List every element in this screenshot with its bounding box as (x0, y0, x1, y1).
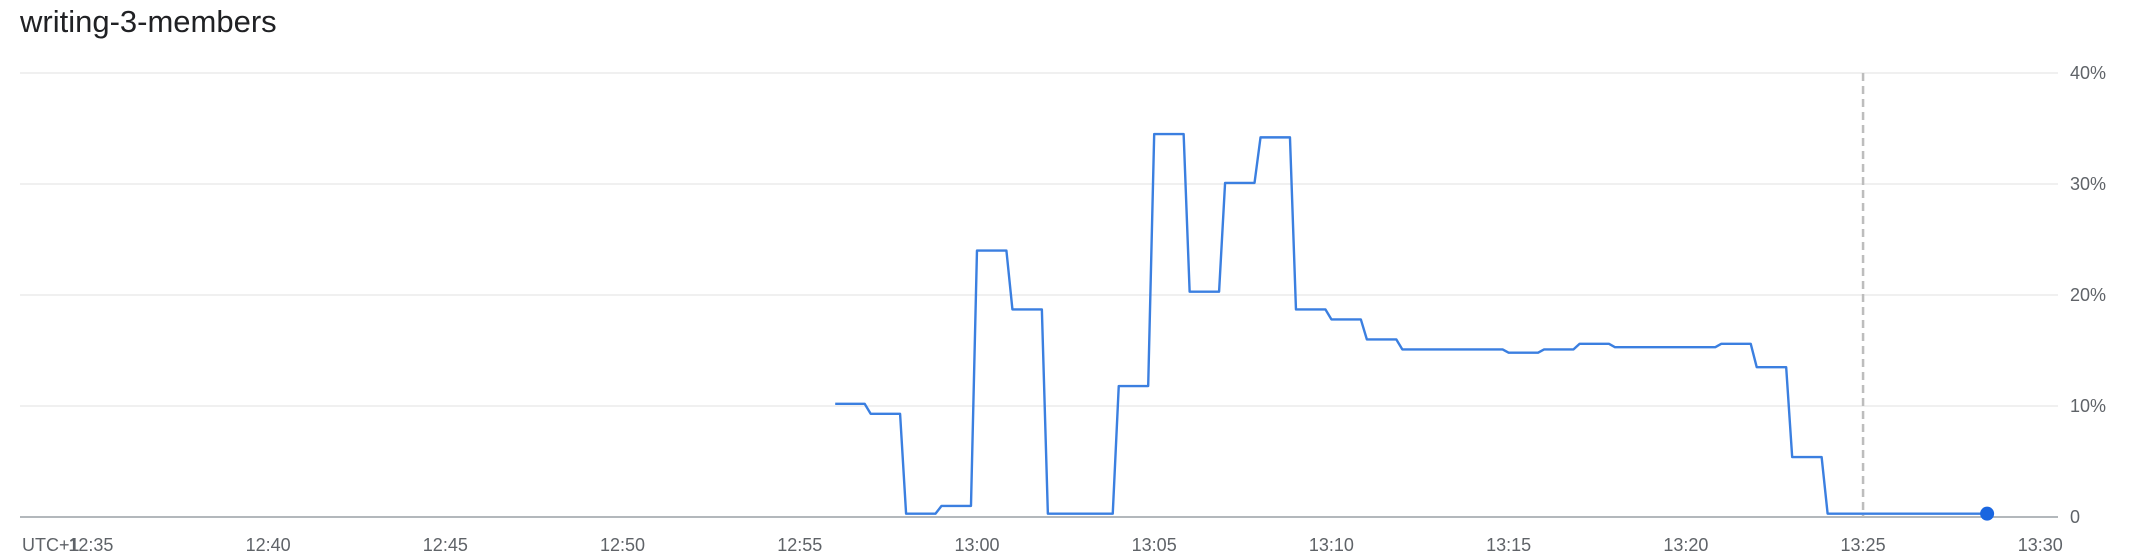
series-line[interactable] (835, 132, 1988, 515)
x-tick-label: 13:15 (1486, 535, 1531, 552)
y-tick-label: 40% (2070, 63, 2106, 83)
x-tick-label: 12:40 (246, 535, 291, 552)
x-tick-label: 12:55 (777, 535, 822, 552)
x-tick-label: 12:35 (68, 535, 113, 552)
x-tick-label: 12:45 (423, 535, 468, 552)
y-tick-label: 20% (2070, 285, 2106, 305)
x-tick-label: 13:10 (1309, 535, 1354, 552)
y-tick-label: 30% (2070, 174, 2106, 194)
latest-point-marker[interactable] (1980, 506, 1995, 521)
x-tick-label: 13:05 (1132, 535, 1177, 552)
x-tick-label: 13:25 (1841, 535, 1886, 552)
x-tick-label: 13:20 (1663, 535, 1708, 552)
chart-title: writing-3-members (20, 4, 277, 39)
x-tick-label: 13:00 (954, 535, 999, 552)
y-tick-label: 0 (2070, 507, 2080, 527)
x-tick-label: 12:50 (600, 535, 645, 552)
y-tick-label: 10% (2070, 396, 2106, 416)
timezone-label: UTC+1 (22, 535, 80, 552)
x-tick-label: 13:30 (2018, 535, 2063, 552)
